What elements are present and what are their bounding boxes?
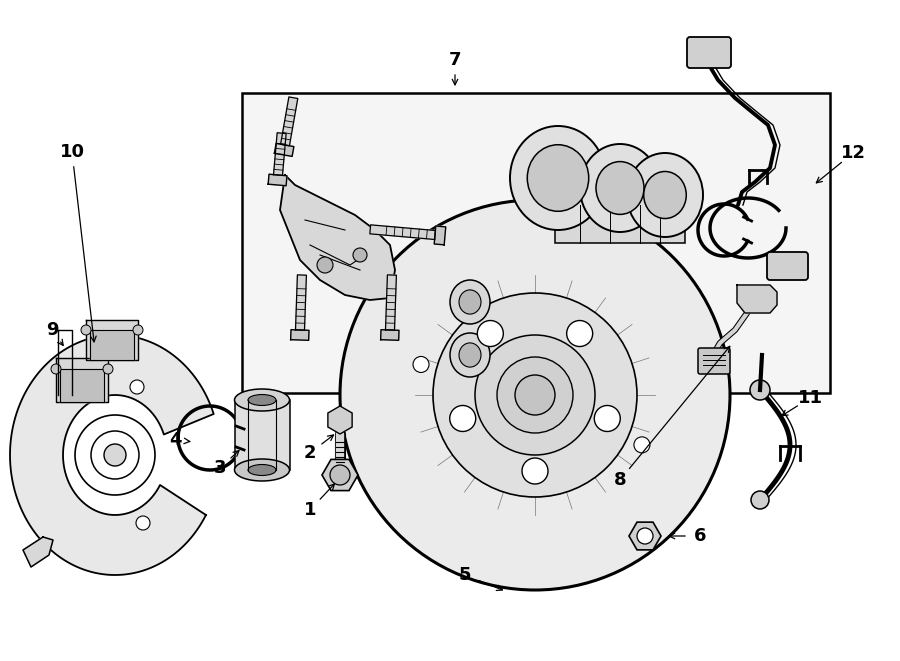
Circle shape — [751, 491, 769, 509]
Polygon shape — [23, 537, 53, 567]
FancyBboxPatch shape — [767, 252, 808, 280]
FancyBboxPatch shape — [698, 348, 730, 374]
Text: 5: 5 — [459, 566, 472, 584]
Polygon shape — [737, 285, 777, 313]
Circle shape — [130, 380, 144, 394]
Ellipse shape — [235, 389, 290, 411]
Circle shape — [51, 364, 61, 374]
Text: 4: 4 — [169, 431, 181, 449]
Polygon shape — [274, 133, 286, 175]
Polygon shape — [295, 275, 306, 330]
Circle shape — [477, 321, 503, 346]
Text: 3: 3 — [214, 459, 226, 477]
Ellipse shape — [627, 153, 703, 237]
Bar — [235, 400, 290, 470]
Circle shape — [330, 465, 350, 485]
Ellipse shape — [596, 161, 644, 214]
Text: 10: 10 — [59, 143, 85, 161]
Circle shape — [353, 248, 367, 262]
Bar — [242, 93, 830, 393]
Bar — [555, 205, 685, 243]
Circle shape — [81, 325, 91, 335]
Ellipse shape — [248, 465, 276, 475]
Polygon shape — [280, 175, 395, 300]
Circle shape — [475, 335, 595, 455]
Ellipse shape — [644, 171, 687, 219]
Ellipse shape — [450, 280, 490, 324]
Circle shape — [522, 458, 548, 484]
Polygon shape — [385, 275, 396, 330]
Ellipse shape — [459, 290, 481, 314]
FancyBboxPatch shape — [687, 37, 731, 68]
Polygon shape — [268, 175, 287, 186]
Ellipse shape — [248, 395, 276, 405]
Polygon shape — [281, 97, 298, 146]
Ellipse shape — [510, 126, 606, 230]
Ellipse shape — [235, 459, 290, 481]
Text: 9: 9 — [46, 321, 58, 339]
Polygon shape — [434, 226, 446, 245]
Ellipse shape — [450, 333, 490, 377]
Polygon shape — [60, 369, 104, 402]
Circle shape — [104, 444, 126, 466]
Circle shape — [515, 375, 555, 415]
Text: 2: 2 — [304, 444, 316, 462]
Ellipse shape — [527, 145, 589, 212]
Circle shape — [433, 293, 637, 497]
Polygon shape — [86, 320, 138, 360]
Circle shape — [634, 437, 650, 453]
Text: 11: 11 — [797, 389, 823, 407]
Circle shape — [317, 257, 333, 273]
Circle shape — [133, 325, 143, 335]
Circle shape — [136, 516, 150, 530]
Text: 6: 6 — [694, 527, 706, 545]
Polygon shape — [370, 225, 436, 239]
Circle shape — [750, 380, 770, 400]
Circle shape — [340, 200, 730, 590]
Text: 1: 1 — [304, 501, 316, 519]
Circle shape — [567, 321, 593, 346]
Ellipse shape — [580, 144, 660, 232]
Polygon shape — [381, 330, 399, 340]
Circle shape — [637, 528, 653, 544]
Circle shape — [497, 357, 573, 433]
Polygon shape — [10, 335, 213, 575]
Text: 8: 8 — [614, 471, 626, 489]
Ellipse shape — [459, 343, 481, 367]
Circle shape — [103, 364, 113, 374]
Polygon shape — [56, 358, 108, 402]
Polygon shape — [90, 330, 134, 360]
Text: 7: 7 — [449, 51, 461, 69]
Circle shape — [450, 405, 476, 432]
Polygon shape — [291, 330, 309, 340]
Circle shape — [413, 356, 429, 372]
Text: 12: 12 — [841, 144, 866, 162]
Circle shape — [594, 405, 620, 432]
Polygon shape — [274, 143, 294, 157]
